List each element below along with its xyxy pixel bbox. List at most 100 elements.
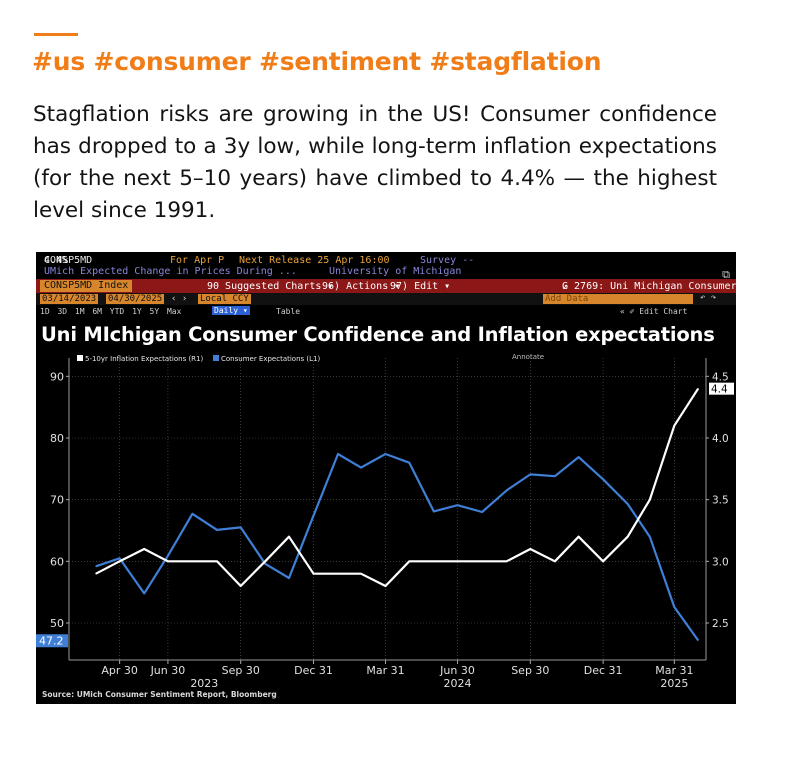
x-tick-label: Mar 31 [366,664,404,677]
consumer-point [433,510,435,512]
edit-chart-button[interactable]: « ✐ Edit Chart [620,307,688,316]
left-tick-label: 70 [50,494,64,507]
chart-title: Uni MIchigan Consumer Confidence and Inf… [41,323,715,346]
consumer-point [240,526,242,528]
x-tick-label: Sep 30 [511,664,549,677]
series-lines [95,388,700,641]
consumer-point [216,529,218,531]
period-row: 1D 3D 1M 6M YTD 1Y 5Y Max Daily ▾ Table … [36,305,736,316]
annotate-button: Annotate [512,353,544,361]
year-label: 2024 [444,677,472,690]
inflation-point [433,560,435,562]
date-nav-arrows[interactable]: ‹ › [171,294,188,304]
inflation-point [649,499,651,501]
consumer-point [360,467,362,469]
consumer-point [384,453,387,455]
inflation-point [578,536,580,538]
popout-icon[interactable]: ⧉ [722,268,730,281]
inflation-point [264,560,266,562]
currency-select[interactable]: Local CCY [198,294,251,304]
right-tick-label: 2.5 [712,618,729,630]
inflation-point [95,573,97,575]
source-name: University of Michigan [329,266,462,277]
inflation-point [408,560,410,562]
axes [66,358,709,664]
x-tick-label: Jun 30 [150,664,186,677]
legend-label-inflation: 5-10yr Inflation Expectations (R1) [85,355,203,363]
x-tick-label: Apr 30 [101,664,138,677]
consumer-point [627,503,629,505]
consumer-point [143,592,145,594]
accent-bar [34,33,78,36]
consumer-point [312,515,315,517]
consumer-last-value-box [36,634,68,648]
source-note: Source: UMich Consumer Sentiment Report,… [42,690,277,699]
consumer-point [602,478,604,480]
inflation-point [240,585,242,587]
grid-lines [69,358,706,660]
inflation-point [312,573,315,575]
inflation-point [288,536,290,538]
x-tick-label: Sep 30 [222,664,260,677]
edit-menu[interactable]: 97) Edit ▾ [390,281,451,292]
x-tick-label: Dec 31 [294,664,333,677]
consumer-point [95,565,97,567]
table-toggle[interactable]: Table [276,307,301,316]
consumer-point [554,475,556,477]
suggested-charts-menu[interactable]: 90 Suggested Charts ▾ [207,281,334,292]
inflation-expectations-line [95,388,700,588]
external-link-icon: ↗ [562,281,569,292]
left-tick-label: 90 [50,370,64,383]
survey-value: Survey -- [420,255,475,266]
x-tick-label: Jun 30 [439,664,475,677]
date-start-field[interactable]: 03/14/2023 [40,294,99,304]
inflation-point [456,560,459,562]
actions-menu[interactable]: 96) Actions ▾ [322,281,401,292]
consumer-point [673,606,675,608]
series-description: UMich Expected Change in Prices During .… [44,266,297,277]
x-tick-label: Mar 31 [655,664,693,677]
consumer-point [456,504,459,506]
consumer-point [506,489,508,491]
inflation-point [216,560,218,562]
index-label[interactable]: CONSP5MD Index [40,280,133,292]
right-tick-label: 4.0 [712,433,729,445]
consumer-point [337,453,339,455]
inflation-last-value: 4.4 [711,384,728,396]
inflation-last-value-box [709,382,734,395]
inflation-point [360,573,362,575]
inflation-point [337,573,339,575]
axis-labels: 50 60 70 80 90 2.5 3.0 3.5 4.0 4.5 Apr 30 Jun 30 Sep… [36,370,734,690]
inflation-point [602,560,604,562]
frequency-select[interactable]: Daily ▾ [212,306,250,315]
inflation-point [697,388,699,390]
consumer-point [529,473,531,475]
consumer-point [578,456,580,458]
consumer-point [697,639,699,641]
inflation-point [384,585,387,587]
legend: 5-10yr Inflation Expectations (R1) Consu… [77,353,544,363]
add-data-input[interactable]: Add Data [543,294,693,304]
consumer-point [167,555,169,557]
right-tick-label: 4.5 [712,371,729,383]
consumer-point [191,513,193,515]
year-label: 2025 [660,677,688,690]
hashtag-heading: #us #consumer #sentiment #stagflation [32,47,602,76]
date-range-row: 03/14/2023 04/30/2025 ‹ › Local CCY Add … [36,293,736,305]
consumer-point [119,557,121,559]
next-release: Next Release 25 Apr 16:00 [239,255,390,266]
line-chart: 5-10yr Inflation Expectations (R1) Consu… [36,353,734,690]
date-end-field[interactable]: 04/30/2025 [106,294,165,304]
period-buttons[interactable]: 1D 3D 1M 6M YTD 1Y 5Y Max [40,307,182,316]
inflation-point [167,560,169,562]
undo-icon[interactable]: ↶ ↷ [700,293,717,303]
consumer-point [408,462,410,464]
bloomberg-chart-panel: CONSP5MD 4.4% For Apr P Next Release 25 … [36,252,736,704]
ticker-value: 4.4% [44,255,69,266]
legend-label-consumer: Consumer Expectations (L1) [221,355,320,363]
description-row: UMich Expected Change in Prices During .… [36,266,736,281]
left-tick-label: 80 [50,432,64,445]
ticker-symbol: CONSP5MD [44,255,93,266]
inflation-point [506,560,508,562]
right-tick-label: 3.5 [712,495,729,507]
